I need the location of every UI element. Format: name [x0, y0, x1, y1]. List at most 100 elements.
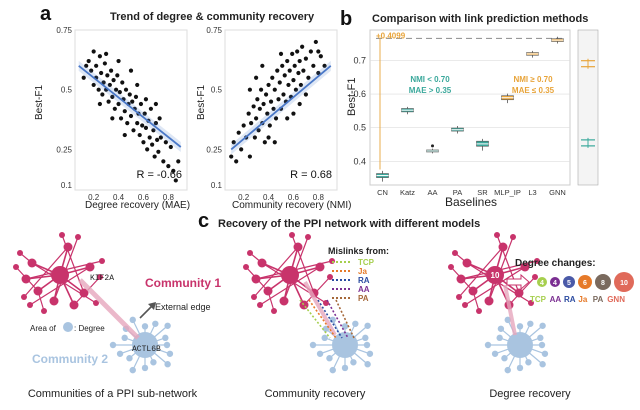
- a1-point: [133, 94, 139, 99]
- c3-community1-node: [468, 286, 478, 296]
- c3-community1-node: [484, 296, 494, 306]
- b-category-label: Katz: [400, 188, 415, 197]
- a1-xtick-label: 0.8: [163, 193, 175, 202]
- a2-point: [282, 73, 287, 78]
- b-category-label: MLP_IP: [494, 188, 521, 197]
- c3-method-label: Ja: [578, 295, 587, 304]
- a2-point: [267, 123, 272, 128]
- c2-community1-leaf-node: [289, 232, 295, 238]
- a2-point: [281, 92, 286, 97]
- b-annotation-nmi-low: NMI < 0.70: [410, 75, 450, 84]
- c3-community1-leaf-node: [476, 308, 482, 314]
- c3-community1-leaf-node: [452, 250, 458, 256]
- c3-community2-leaf-node: [541, 350, 549, 357]
- c2-legend-label: Ja: [358, 267, 367, 276]
- a1-point: [113, 87, 119, 92]
- b-ytick-label: 0.4: [353, 156, 366, 166]
- a1-point: [116, 58, 121, 64]
- c1-community1-leaf-node: [93, 300, 99, 306]
- a2-point: [277, 80, 282, 85]
- c2-mislink: [299, 299, 331, 339]
- a1-point: [176, 159, 181, 164]
- c3-community1-node: [520, 262, 530, 272]
- c2-mislink: [317, 299, 343, 339]
- external-edge-label: External edge: [155, 302, 211, 312]
- a2-point: [322, 63, 327, 68]
- a1-point: [102, 61, 107, 66]
- a1-point: [135, 121, 140, 126]
- b-reference-label: +0.4099: [376, 31, 406, 40]
- a2-point: [300, 44, 305, 49]
- a1-point: [101, 80, 106, 85]
- c3-community2-leaf-node: [497, 325, 505, 332]
- c3-degree-value: 8: [601, 280, 605, 287]
- a2-point: [256, 128, 261, 133]
- c3-community2-leaf-node: [538, 341, 546, 349]
- c2-community1-leaf-node: [305, 234, 311, 240]
- a1-point: [100, 92, 105, 97]
- c3-external-edge: [503, 284, 517, 336]
- area-of-label: Area of: [30, 324, 56, 333]
- a1-r-annotation: R = -0.66: [136, 169, 182, 181]
- c3-community1-leaf-node: [462, 302, 468, 308]
- a2-point: [234, 159, 239, 164]
- c3-community1-node: [456, 274, 466, 284]
- c1-community1-leaf-node: [13, 264, 19, 270]
- a2-point: [266, 135, 271, 140]
- c3-community2-leaf-node: [504, 316, 511, 324]
- c2-community1-node: [257, 258, 267, 268]
- c3-degree-value: 4: [540, 280, 544, 287]
- c2-community1-hub-node: [281, 266, 299, 284]
- c2-community1-node: [263, 286, 273, 296]
- a2-point: [266, 82, 271, 88]
- a1-point: [125, 121, 130, 126]
- a2-point: [262, 140, 267, 145]
- a2-trend-line: [230, 65, 332, 151]
- c3-community1-leaf-node: [448, 264, 454, 270]
- c3-degree-circle: [537, 277, 547, 287]
- a2-point: [275, 68, 280, 73]
- a1-point: [123, 87, 129, 92]
- c1-community2-leaf-node: [126, 355, 133, 362]
- a1-point: [107, 82, 112, 88]
- a1-ytick-label: 0.5: [61, 86, 73, 95]
- c3-community2-leaf-node: [525, 359, 532, 366]
- c3-community1-leaf-node: [534, 258, 540, 264]
- c1-community1-leaf-node: [99, 258, 105, 264]
- a2-point: [285, 116, 290, 121]
- c3-community2-leaf-node: [537, 334, 544, 342]
- a1-point: [104, 51, 109, 56]
- c3-community2-leaf-node: [516, 323, 524, 330]
- c1-external-edge: [78, 278, 140, 340]
- a2-ytick-label: 0.75: [206, 26, 222, 35]
- a1-point: [135, 82, 140, 88]
- c2-mislink: [335, 299, 355, 339]
- a2-point: [272, 87, 277, 92]
- a2-point: [273, 116, 279, 121]
- a1-point: [142, 111, 147, 116]
- a1-ytick-label: 0.1: [61, 181, 73, 190]
- c3-community2-leaf-node: [491, 350, 499, 357]
- a2-point: [251, 104, 256, 109]
- c1-degree-legend-node: [63, 322, 73, 332]
- c3-community1-leaf-node: [494, 232, 500, 238]
- a2-point: [293, 87, 299, 92]
- a2-xtick-label: 0.4: [263, 193, 275, 202]
- c3-method-label: PA: [593, 295, 604, 304]
- community2-label: Community 2: [32, 352, 109, 366]
- c2-community2-leaf-node: [363, 341, 371, 349]
- a2-point: [318, 54, 323, 59]
- c3-degree-circle: [550, 277, 560, 287]
- a1-point: [151, 128, 156, 133]
- a2-xtick-label: 0.8: [313, 193, 325, 202]
- c3-community1-leaf-node: [528, 300, 534, 306]
- gene-actl6b-label: ACTL6B: [132, 345, 161, 354]
- c3-community2-leaf-node: [501, 355, 508, 362]
- c2-community2-leaf-node: [329, 366, 336, 374]
- b-ytick-label: 0.7: [353, 55, 366, 65]
- a1-point: [152, 154, 157, 159]
- a2-point: [260, 63, 265, 68]
- a1-point: [153, 121, 158, 126]
- c3-method-label: AA: [550, 295, 562, 304]
